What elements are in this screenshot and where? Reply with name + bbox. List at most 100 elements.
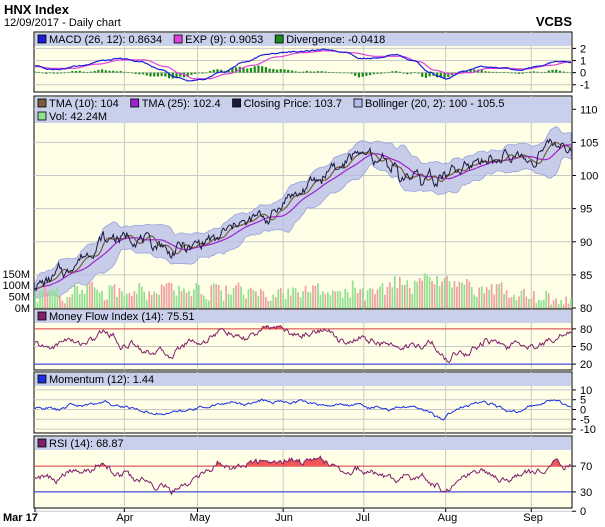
volume-bar [123,296,126,308]
volume-tick-label-50M: 50M [9,292,30,304]
volume-bar [436,275,438,308]
volume-bar [515,299,518,308]
divergence-bar [495,71,498,73]
volume-bar [180,291,183,308]
volume-bar [247,289,250,308]
volume-bar [83,293,86,308]
divergence-bar [380,72,383,74]
volume-bar [200,294,203,308]
divergence-bar [313,71,316,73]
volume-bar [485,287,488,308]
price-legend-label-0-3: Bollinger (20, 2): 100 - 105.5 [365,98,504,110]
volume-bar [178,285,180,308]
volume-bar [205,299,208,308]
divergence-bar [298,71,301,73]
divergence-bar [510,72,513,74]
divergence-bar [369,72,372,76]
volume-bar [339,291,342,308]
rsi-tick-label-0: 0 [580,506,586,518]
volume-bar [96,289,98,308]
volume-bar [165,283,168,308]
volume-bar [245,298,247,308]
volume-bar [349,297,352,308]
divergence-bar [566,72,569,74]
volume-bar [426,275,428,308]
divergence-bar [361,72,364,77]
rsi-legend-label-0: RSI (14): 68.87 [49,438,124,450]
rsi-legend-swatch-0 [37,438,47,448]
volume-bar [341,298,344,308]
divergence-bar [376,72,379,74]
volume-bar [175,295,178,308]
divergence-bar [395,71,398,73]
volume-bar [78,293,81,308]
divergence-bar [141,72,145,75]
divergence-bar [365,72,368,76]
volume-bar [250,287,252,308]
divergence-bar [473,69,476,73]
volume-bar [138,282,141,308]
volume-bar [473,294,476,308]
macd-tick-label-1: 1 [580,56,586,68]
volume-bar [135,293,138,308]
divergence-bar [227,69,230,73]
volume-bar [140,286,143,308]
volume-bar [560,299,562,308]
divergence-bar [127,72,130,73]
divergence-bar [153,72,156,77]
divergence-bar [439,72,442,78]
volume-bar [155,293,158,308]
price-tick-label-80: 80 [580,303,592,315]
volume-bar [322,291,324,308]
volume-bar [260,289,262,308]
divergence-bar [335,72,338,74]
volume-bar [292,287,294,308]
divergence-bar [264,67,267,73]
volume-bar [411,293,414,308]
divergence-bar [149,72,152,77]
volume-bar [170,283,173,308]
volume-bar [106,299,108,308]
divergence-bar [521,72,524,74]
volume-bar [257,295,260,308]
rsi-tick-label-70: 70 [580,461,592,473]
divergence-bar [328,71,331,73]
volume-bar [518,296,520,308]
volume-bar [269,300,272,308]
volume-bar [193,289,195,308]
volume-bar [121,291,123,308]
volume-bar [150,294,153,308]
volume-bar [210,285,213,308]
volume-bar [416,281,419,308]
divergence-bar [428,72,431,77]
macd-legend-bar [35,33,571,46]
divergence-bar [354,72,357,76]
divergence-bar [37,71,40,73]
divergence-bar [536,71,539,73]
volume-bar [488,290,491,308]
bollinger-band [34,126,572,299]
divergence-bar [93,70,96,73]
volume-bar [567,303,570,308]
divergence-bar [514,72,517,74]
divergence-bar [82,71,85,73]
volume-bar [51,288,54,308]
divergence-bar [190,72,193,75]
volume-bar [128,292,131,308]
rsi-line [34,455,572,496]
volume-bar [183,288,185,308]
divergence-bar [220,69,223,73]
volume-bar [222,300,225,308]
volume-bar [46,291,49,308]
volume-bar [391,287,394,308]
divergence-bar [305,70,308,73]
volume-bar [433,284,436,308]
volume-tick-label-0M: 0M [15,303,30,315]
exp-line [35,50,571,80]
rsi-legend-bar [35,437,571,450]
volume-bar [398,276,401,308]
volume-bar [39,291,41,308]
divergence-bar [45,72,48,74]
momentum-legend-swatch-0 [37,374,47,384]
volume-bar [451,287,453,308]
